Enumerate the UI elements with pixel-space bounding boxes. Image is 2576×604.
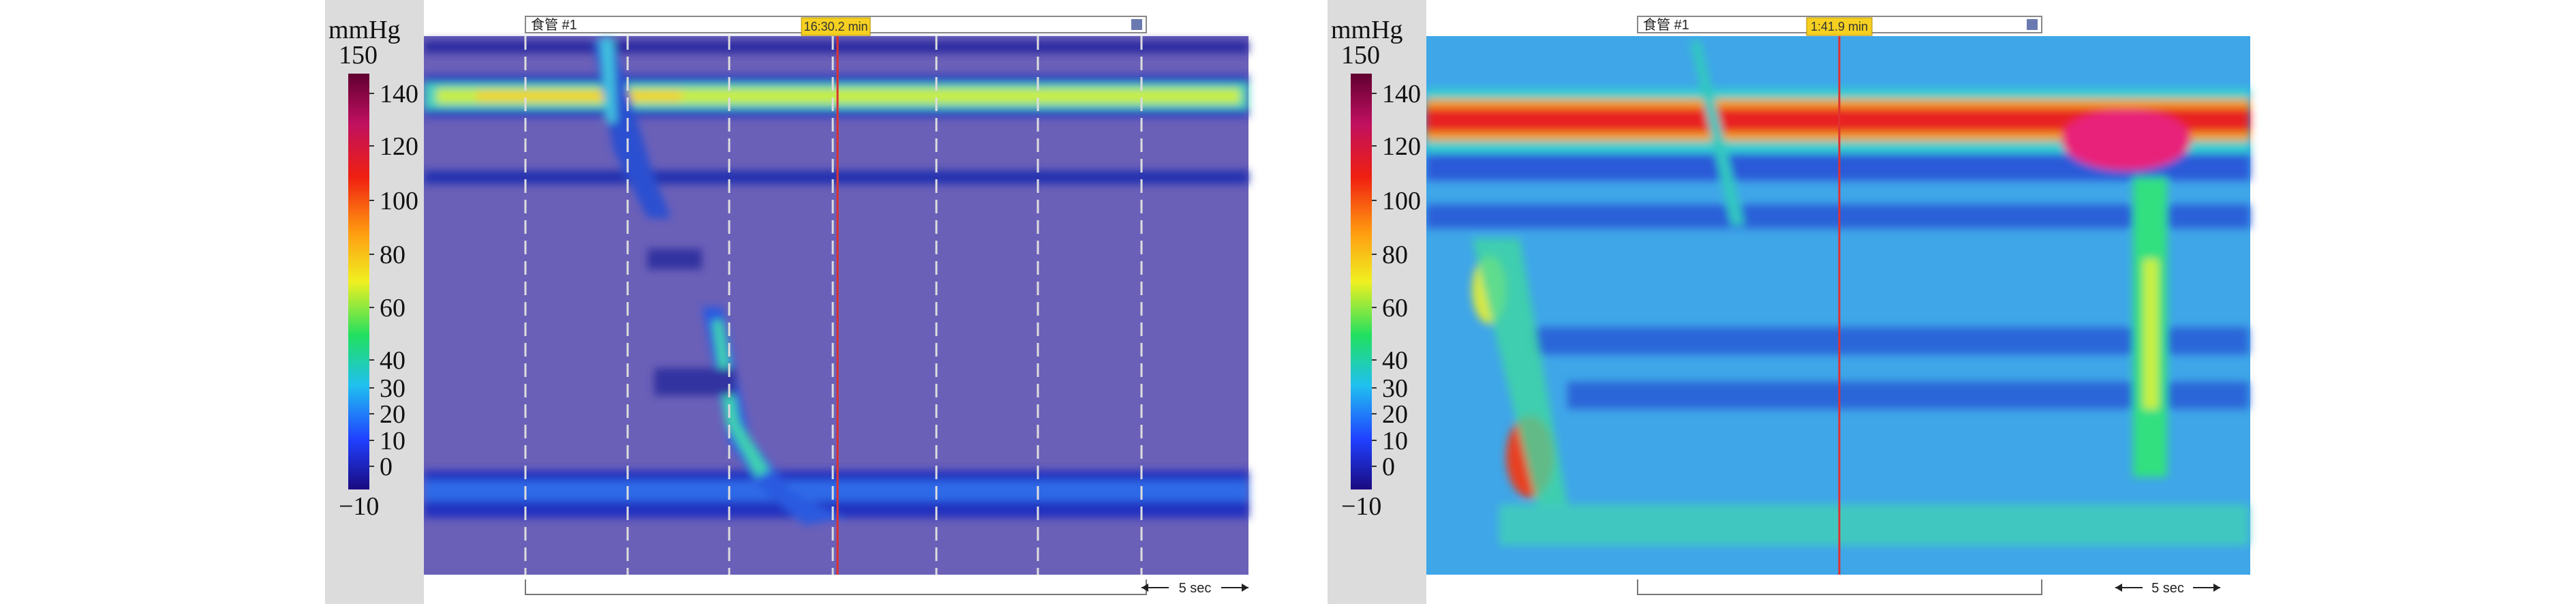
colorbar-tick-label: 10	[380, 427, 405, 455]
colorbar-tick-label: 60	[380, 294, 405, 322]
colorbar-tick-label: 140	[1382, 80, 1421, 108]
colorbar-tick-label: 140	[380, 80, 418, 108]
close-icon[interactable]	[2027, 19, 2038, 30]
arrow-head	[2115, 584, 2122, 592]
close-icon[interactable]	[1131, 19, 1142, 30]
colorbar-gradient	[348, 74, 369, 489]
colorbar-tick-label: 120	[1382, 132, 1421, 161]
viewer-ui: 食管 #1 1:41.9 min 5 sec	[1637, 16, 2220, 596]
colorbar-gradient	[1351, 74, 1372, 489]
scale-label: 5 sec	[1179, 581, 1212, 596]
colorbar-tick-label: 40	[1382, 346, 1408, 375]
colorbar-tick-label: 0	[1382, 453, 1395, 481]
colorbar-tick-label: 0	[380, 453, 393, 481]
colorbar-tick-label: 150	[1341, 41, 1380, 70]
unit-label: mmHg	[328, 16, 401, 44]
colorbar-tick-label: 100	[1382, 187, 1421, 215]
colorbar-tick-label: 80	[380, 241, 405, 269]
colorbar-tick-label: 100	[380, 187, 418, 215]
heatmap-right	[1426, 36, 2250, 575]
time-box	[801, 17, 871, 36]
arrow-head	[1141, 584, 1148, 592]
colorbar-tick-label: 20	[380, 400, 405, 429]
colorbar-tick-label: 30	[380, 374, 405, 403]
colorbar-tick-label: −10	[339, 492, 379, 521]
scale-label: 5 sec	[2151, 581, 2184, 596]
unit-label: mmHg	[1331, 16, 1403, 44]
time-label: 16:30.2 min	[803, 20, 868, 33]
colorbar-tick-label: 80	[1382, 241, 1408, 269]
colorbar-background	[325, 0, 424, 604]
viewer-ui: 食管 #1 16:30.2 min 5 sec	[525, 16, 1248, 596]
channel-label: 食管 #1	[1643, 17, 1689, 33]
time-label: 1:41.9 min	[1811, 20, 1868, 33]
colorbar-tick-label: 120	[380, 132, 418, 161]
arrow-head	[2213, 584, 2220, 592]
range-bracket	[1637, 579, 2042, 595]
colorbar-tick-label: 150	[339, 41, 378, 70]
heatmap-left	[424, 36, 1248, 575]
colorbar-tick-label: 10	[1382, 427, 1408, 455]
time-box	[1806, 17, 1873, 36]
channel-label: 食管 #1	[531, 17, 577, 33]
arrow-head	[1242, 584, 1248, 592]
colorbar-tick-label: 60	[1382, 294, 1408, 322]
range-bracket	[525, 579, 1147, 595]
colorbar-tick-label: 20	[1382, 400, 1408, 429]
colorbar-tick-label: −10	[1341, 492, 1381, 521]
colorbar-tick-label: 40	[380, 346, 405, 375]
colorbar-background	[1328, 0, 1426, 604]
colorbar-tick-label: 30	[1382, 374, 1408, 403]
